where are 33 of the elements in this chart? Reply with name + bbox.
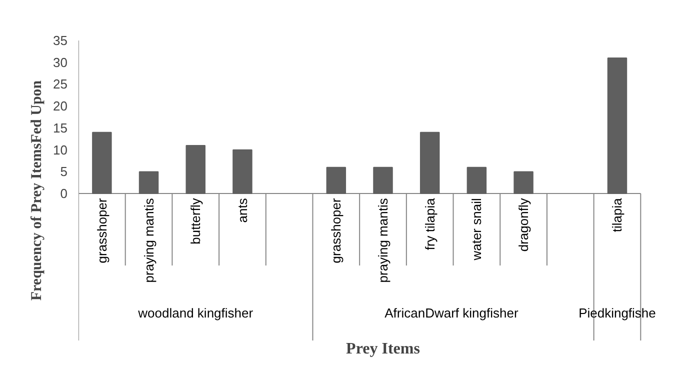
- bar: [514, 171, 534, 194]
- y-tick-label: 20: [53, 98, 68, 114]
- text: woodland kingfisher: [137, 305, 254, 320]
- x-tick-label: fry tilapia: [422, 197, 438, 250]
- y-tick-label: 15: [53, 120, 68, 136]
- x-tick-label: praying mantis: [141, 198, 156, 283]
- y-tick-label: 35: [53, 33, 68, 48]
- bar: [186, 144, 206, 194]
- x-tick-label: water snail: [469, 198, 484, 262]
- x-tick-label: butterfly: [188, 198, 204, 244]
- y-tick-label: 0: [60, 186, 68, 202]
- x-tick-label: grasshoper: [328, 197, 344, 264]
- bar: [466, 166, 487, 194]
- x-tick-label: grasshoper: [94, 197, 110, 264]
- y-tick-label: 30: [53, 54, 68, 70]
- bar: [420, 132, 440, 194]
- text: Piedkingfishe: [578, 305, 656, 320]
- y-axis-title: Frequency of Prey ItemsFed Upon: [29, 80, 46, 301]
- y-tick-label: 10: [53, 142, 68, 158]
- bar: [326, 166, 346, 194]
- y-tick-label: 25: [53, 76, 68, 92]
- x-tick-label: ants: [234, 198, 250, 223]
- x-tick-label: praying mantis: [376, 198, 390, 283]
- x-tick-label: tilapia: [610, 197, 625, 232]
- x-axis-title: Prey Items: [346, 340, 420, 358]
- x-tick-label: dragonfly: [516, 198, 532, 252]
- bar: [232, 149, 252, 194]
- bar: [138, 171, 159, 194]
- bar: [607, 57, 628, 194]
- bar: [92, 132, 112, 194]
- y-tick-label: 5: [60, 164, 68, 180]
- text: AfricanDwarf kingfisher: [384, 305, 519, 320]
- bar: [373, 166, 393, 194]
